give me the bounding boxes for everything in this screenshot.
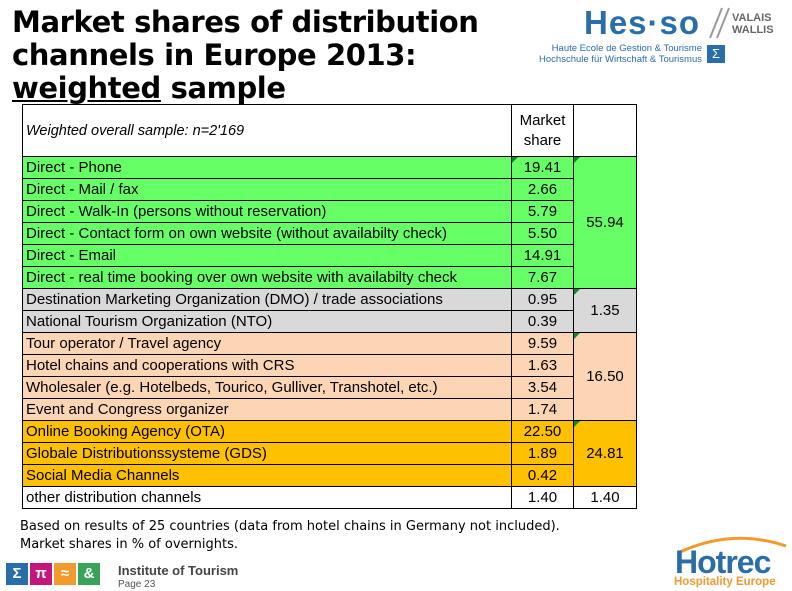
title-line-3-rest: sample [160, 71, 286, 105]
table-row: Destination Marketing Organization (DMO)… [22, 288, 637, 333]
region-line-2: WALLIS [732, 24, 774, 36]
subtitle-line-2: Hochschule für Wirtschaft & Tourismus [539, 54, 702, 65]
channel-share: 0.42 [511, 464, 574, 487]
channel-share: 22.50 [511, 420, 574, 443]
sigma-icon: Σ [707, 45, 725, 63]
hotrec-wordmark: Hotrec [675, 544, 771, 580]
table-row: Direct - real time booking over own webs… [22, 266, 637, 289]
channel-share: 1.63 [511, 354, 574, 377]
channel-share: 1.74 [511, 398, 574, 421]
channel-label: Direct - Phone [22, 156, 512, 179]
hes-so-subtitle: Haute Ecole de Gestion & Tourisme Hochsc… [522, 43, 702, 65]
hotrec-logo: Hotrec Hospitality Europe [630, 534, 790, 589]
channel-label: Hotel chains and cooperations with CRS [22, 354, 512, 377]
table-row: Direct - Walk-In (persons without reserv… [22, 200, 637, 223]
channel-label: Globale Distributionssysteme (GDS) [22, 442, 512, 465]
pi-icon: π [30, 563, 52, 585]
table-header-row: Weighted overall sample: n=2'169 Market … [22, 104, 637, 157]
channel-label: other distribution channels [22, 486, 512, 509]
channel-label: Online Booking Agency (OTA) [22, 420, 512, 443]
group-total: 55.94 [573, 156, 637, 289]
total-header [573, 104, 637, 157]
channel-share: 9.59 [511, 332, 574, 355]
table-row: Tour operator / Travel agency 9.59 16.50 [22, 332, 637, 421]
title-underlined-word: weighted [12, 71, 161, 105]
table-row: Direct - Contact form on own website (wi… [22, 222, 637, 245]
table-row: Direct - Phone 19.41 55.94 [22, 156, 637, 289]
channel-label: Wholesaler (e.g. Hotelbeds, Tourico, Gul… [22, 376, 512, 399]
channel-label: Direct - Contact form on own website (wi… [22, 222, 512, 245]
double-slash-icon [709, 7, 730, 39]
channel-share: 0.39 [511, 310, 574, 333]
hes-so-logo: Hes·so VALAIS WALLIS Haute Ecole de Gest… [510, 4, 788, 65]
group-total: 1.40 [573, 486, 637, 509]
table-row: Social Media Channels 0.42 [22, 464, 637, 487]
group-total: 16.50 [573, 332, 637, 421]
channel-share: 0.95 [511, 288, 574, 311]
table-row: Online Booking Agency (OTA) 22.50 24.81 [22, 420, 637, 487]
table-row: other distribution channels 1.40 1.40 [22, 486, 637, 509]
header-line-2: share [523, 131, 562, 149]
title-line-3: weighted sample [12, 72, 482, 105]
channel-label: Event and Congress organizer [22, 398, 512, 421]
slide-title: Market shares of distribution channels i… [12, 6, 482, 105]
title-line-2: channels in Europe 2013: [12, 38, 417, 72]
institute-name: Institute of Tourism [118, 563, 239, 578]
subtitle-line-1: Haute Ecole de Gestion & Tourisme [551, 43, 702, 54]
table-row: Wholesaler (e.g. Hotelbeds, Tourico, Gul… [22, 376, 637, 399]
channel-label: Direct - Mail / fax [22, 178, 512, 201]
channel-label: Direct - real time booking over own webs… [22, 266, 512, 289]
page-number: Page 23 [118, 579, 156, 590]
hes-so-region: VALAIS WALLIS [732, 12, 774, 36]
ampersand-icon: & [78, 563, 100, 585]
approx-icon: ≈ [54, 563, 76, 585]
table-row: Event and Congress organizer 1.74 [22, 398, 637, 421]
market-share-header: Market share [511, 104, 574, 157]
channel-label: Social Media Channels [22, 464, 512, 487]
hotrec-arc-icon [679, 536, 787, 554]
sigma-icon: Σ [6, 563, 28, 585]
group-total: 1.35 [573, 288, 637, 333]
channel-label: Destination Marketing Organization (DMO)… [22, 288, 512, 311]
market-share-table: Weighted overall sample: n=2'169 Market … [22, 104, 637, 509]
table-row: Direct - Email 14.91 [22, 244, 637, 267]
channel-label: Tour operator / Travel agency [22, 332, 512, 355]
channel-share: 1.40 [511, 486, 574, 509]
channel-share: 7.67 [511, 266, 574, 289]
channel-share: 2.66 [511, 178, 574, 201]
sample-label: Weighted overall sample: n=2'169 [22, 104, 512, 157]
table-row: Globale Distributionssysteme (GDS) 1.89 [22, 442, 637, 465]
table-row: National Tourism Organization (NTO) 0.39 [22, 310, 637, 333]
header-line-1: Market [519, 111, 566, 129]
group-total: 24.81 [573, 420, 637, 487]
channel-share: 5.50 [511, 222, 574, 245]
table-row: Direct - Mail / fax 2.66 [22, 178, 637, 201]
footnote: Based on results of 25 countries (data f… [20, 519, 560, 552]
channel-label: Direct - Walk-In (persons without reserv… [22, 200, 512, 223]
channel-share: 14.91 [511, 244, 574, 267]
hes-so-wordmark: Hes·so [584, 4, 701, 41]
channel-share: 1.89 [511, 442, 574, 465]
channel-share: 19.41 [511, 156, 574, 179]
region-line-1: VALAIS [732, 12, 772, 24]
channel-share: 5.79 [511, 200, 574, 223]
channel-label: Direct - Email [22, 244, 512, 267]
table-row: Hotel chains and cooperations with CRS 1.… [22, 354, 637, 377]
channel-label: National Tourism Organization (NTO) [22, 310, 512, 333]
channel-share: 3.54 [511, 376, 574, 399]
hotrec-subtitle: Hospitality Europe [674, 576, 776, 588]
title-line-1: Market shares of distribution [12, 5, 479, 39]
